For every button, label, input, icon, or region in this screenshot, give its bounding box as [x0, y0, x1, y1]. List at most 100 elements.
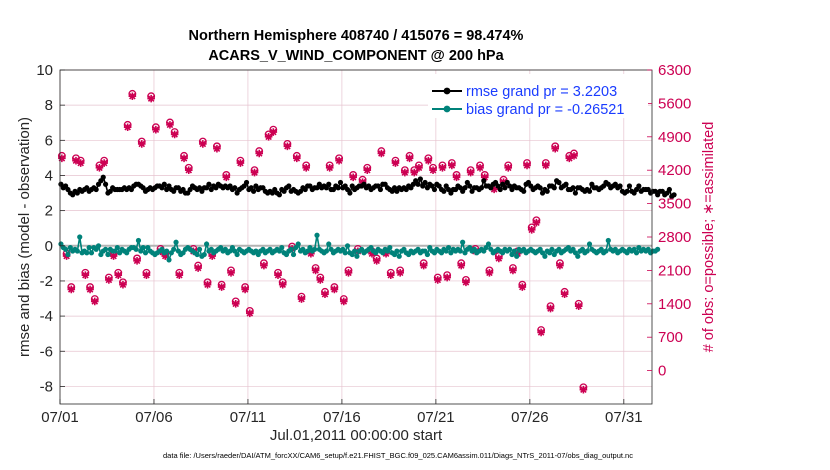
obs-assimilated-point	[480, 173, 489, 182]
legend-rmse-marker	[443, 87, 451, 95]
obs-assimilated-point	[166, 121, 174, 129]
rmse-point	[431, 186, 438, 193]
bias-point	[63, 246, 69, 252]
rmse-point	[521, 188, 527, 194]
obs-assimilated-point	[278, 280, 287, 289]
right-tick-label: 6300	[658, 62, 691, 79]
right-tick-label: 0	[658, 363, 666, 380]
rmse-point	[626, 183, 633, 189]
obs-assimilated-point	[81, 271, 90, 279]
obs-assimilated-point	[203, 280, 212, 289]
obs-assimilated-point	[518, 283, 527, 291]
rmse-point	[377, 186, 384, 193]
obs-assimilated-point	[316, 276, 325, 284]
right-tick-label: 1400	[658, 296, 691, 313]
bias-point	[586, 241, 593, 247]
gridlines	[59, 69, 652, 404]
x-tick-label: 07/16	[323, 409, 361, 426]
obs-assimilated-point	[208, 252, 217, 260]
obs-assimilated-point	[297, 295, 306, 303]
bias-point	[633, 250, 640, 256]
rmse-point	[243, 179, 250, 186]
obs-assimilated-point	[231, 300, 240, 308]
obs-assimilated-point	[255, 149, 264, 158]
obs-assimilated-point	[551, 144, 560, 153]
obs-assimilated-point	[372, 257, 381, 265]
obs-assimilated-point	[438, 164, 447, 172]
obs-assimilated-point	[147, 94, 155, 103]
rmse-point	[250, 188, 257, 194]
y-tick-label: -2	[40, 273, 53, 290]
obs-assimilated-point	[396, 268, 404, 277]
rmse-point	[93, 186, 99, 193]
rmse-point	[556, 179, 562, 186]
bias-point	[95, 243, 102, 249]
right-axis-label: # of obs: o=possible; ∗=assimilated	[701, 122, 717, 353]
y-axis-label: rmse and bias (model - observation)	[16, 117, 33, 357]
legend-rmse-label: rmse grand pr = 3.2203	[466, 84, 617, 100]
bias-point	[549, 246, 555, 252]
bias-point	[194, 251, 200, 258]
x-tick-label: 07/06	[135, 409, 173, 426]
x-tick-label: 07/21	[417, 409, 455, 426]
obs-assimilated-point	[504, 164, 513, 172]
rmse-point	[462, 185, 468, 191]
bias-point	[102, 246, 109, 252]
rmse-point	[586, 188, 593, 194]
obs-assimilated-point	[311, 266, 320, 275]
obs-assimilated-point	[133, 257, 141, 265]
bias-point	[312, 246, 318, 252]
bias-point	[288, 246, 294, 252]
y-tick-label: 2	[45, 203, 53, 220]
rmse-point	[537, 185, 543, 191]
right-tick-label: 4200	[658, 162, 691, 179]
rmse-point	[337, 179, 344, 186]
obs-assimilated-point	[495, 254, 503, 263]
bias-point	[424, 251, 431, 258]
bias-point	[77, 234, 83, 240]
right-tick-label: 700	[658, 329, 683, 346]
obs-assimilated-point	[264, 133, 273, 141]
obs-assimilated-point	[570, 152, 578, 160]
rmse-point	[666, 186, 672, 193]
obs-assimilated-point	[410, 168, 419, 177]
bias-point	[342, 250, 348, 256]
bias-point	[460, 239, 466, 245]
y-tick-label: 10	[36, 62, 53, 79]
obs-assimilated-point	[76, 159, 85, 167]
obs-assimilated-point	[180, 154, 188, 163]
obs-assimilated-point	[250, 168, 259, 177]
bias-point	[396, 253, 402, 259]
bias-point	[314, 232, 320, 238]
rmse-point	[502, 185, 508, 191]
obs-assimilated-point	[137, 140, 146, 148]
obs-assimilated-point	[302, 164, 310, 172]
bias-point	[485, 241, 492, 247]
obs-assimilated-point	[222, 173, 231, 182]
right-axis-ticks: 0 700 1400 2100 2800 3500 4200 4900 5600 6300	[647, 62, 691, 380]
rmse-point	[570, 185, 576, 191]
bias-point	[542, 253, 548, 259]
obs-assimilated-point	[368, 249, 376, 258]
rmse-point	[415, 181, 421, 187]
bias-point	[290, 251, 297, 258]
right-tick-label: 2800	[658, 229, 691, 246]
bias-point	[166, 257, 172, 263]
bias-point	[605, 237, 611, 244]
bias-point	[140, 244, 146, 251]
rmse-point	[422, 179, 428, 186]
bias-point	[655, 246, 661, 252]
bias-point	[105, 251, 111, 258]
obs-assimilated-point	[382, 249, 390, 258]
obs-assimilated-point	[448, 161, 456, 170]
bias-point	[323, 248, 329, 254]
bias-point	[394, 248, 400, 254]
obs-assimilated-point	[105, 276, 113, 284]
bias-point	[511, 248, 517, 254]
obs-assimilated-point	[100, 159, 108, 167]
obs-assimilated-point	[532, 218, 541, 227]
rmse-point	[617, 183, 623, 189]
obs-assimilated-point	[363, 166, 372, 174]
y-axis-ticks: -8 -6 -4 -2 0 2 4 6 8 10	[36, 62, 65, 395]
